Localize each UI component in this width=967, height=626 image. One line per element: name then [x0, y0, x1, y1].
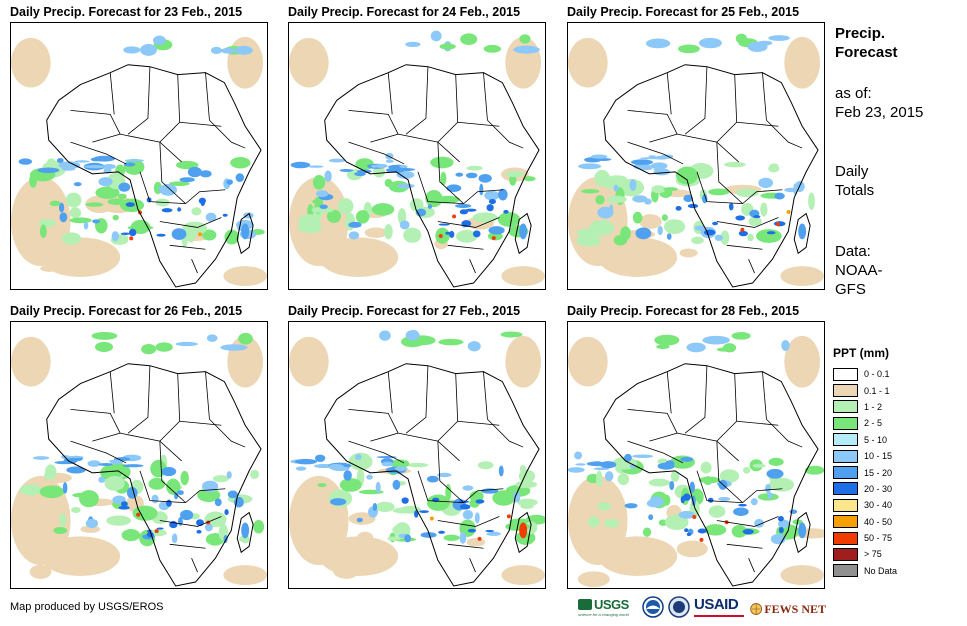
totals-line-2: Totals: [835, 182, 875, 199]
legend-swatch: [833, 400, 858, 414]
legend-label: 30 - 40: [864, 500, 893, 511]
panel-title: Daily Precip. Forecast for 23 Feb., 2015: [10, 5, 243, 19]
usgs-wave-icon: [578, 598, 592, 610]
legend-swatch: [833, 466, 858, 480]
legend-label: 0 - 0.1: [864, 369, 890, 380]
legend-item: 10 - 15: [833, 448, 963, 464]
data-line-2: NOAA-: [835, 262, 883, 279]
precip-map: [567, 22, 825, 290]
fews-text: FEWS NET: [764, 601, 826, 616]
legend-label: 1 - 2: [864, 401, 883, 412]
legend-item: 20 - 30: [833, 481, 963, 497]
asof-label: as of:: [835, 85, 872, 102]
legend-item: 2 - 5: [833, 415, 963, 431]
fews-globe-icon: [750, 603, 763, 615]
usgs-tagline: science for a changing world: [578, 612, 629, 617]
sidebar-data-source: Data: NOAA- GFS: [835, 242, 883, 299]
doi-seal-icon: [668, 596, 690, 622]
legend-swatch: [833, 531, 858, 545]
precip-map: [288, 22, 546, 290]
legend-item: 50 - 75: [833, 530, 963, 546]
legend-label: 2 - 5: [864, 418, 883, 429]
legend-label: 5 - 10: [864, 434, 888, 445]
legend-swatch: [833, 515, 858, 529]
data-line-3: GFS: [835, 281, 866, 298]
legend-swatch: [833, 482, 858, 496]
heading-line-2: Forecast: [835, 44, 898, 61]
legend-label: 0.1 - 1: [864, 385, 890, 396]
legend-item: 0 - 0.1: [833, 366, 963, 382]
data-line-1: Data:: [835, 243, 871, 260]
legend-item: 40 - 50: [833, 514, 963, 530]
legend-swatch: [833, 564, 858, 578]
precip-map: [10, 22, 268, 290]
panel-title: Daily Precip. Forecast for 28 Feb., 2015: [567, 304, 800, 318]
legend-item: 0.1 - 1: [833, 382, 963, 398]
totals-line-1: Daily: [835, 163, 869, 180]
noaa-logo-icon: [642, 596, 664, 622]
legend-title: PPT (mm): [833, 346, 890, 360]
legend-swatch: [833, 384, 858, 398]
fews-net-logo: FEWS NET: [750, 596, 826, 622]
legend-item: > 75: [833, 546, 963, 562]
asof-date: Feb 23, 2015: [835, 104, 924, 121]
heading-line-1: Precip.: [835, 25, 886, 42]
precip-map: [10, 321, 268, 589]
usaid-text: USAID: [694, 596, 739, 613]
usgs-text: USGS: [594, 596, 629, 612]
legend-swatch: [833, 498, 858, 512]
usaid-logo: USAID: [694, 596, 748, 622]
legend-label: > 75: [864, 549, 882, 560]
sidebar-asof: as of: Feb 23, 2015: [835, 84, 923, 122]
panel-title: Daily Precip. Forecast for 26 Feb., 2015: [10, 304, 243, 318]
map-credit: Map produced by USGS/EROS: [10, 601, 164, 613]
usgs-logo: USGS science for a changing world: [578, 596, 640, 622]
legend-label: 10 - 15: [864, 451, 893, 462]
sidebar-totals: Daily Totals: [835, 162, 874, 200]
legend-label: 20 - 30: [864, 483, 893, 494]
agency-logos: USGS science for a changing world USAID …: [578, 596, 828, 622]
usaid-red-bar: [694, 615, 744, 617]
legend-item: 1 - 2: [833, 399, 963, 415]
legend-item: 5 - 10: [833, 432, 963, 448]
legend-item: 15 - 20: [833, 464, 963, 480]
legend-swatch: [833, 367, 858, 381]
sidebar-heading: Precip. Forecast: [835, 24, 898, 62]
legend-label: No Data: [864, 565, 898, 576]
precip-map: [288, 321, 546, 589]
legend-item: No Data: [833, 563, 963, 579]
panel-title: Daily Precip. Forecast for 27 Feb., 2015: [288, 304, 521, 318]
legend-label: 40 - 50: [864, 516, 893, 527]
legend-label: 50 - 75: [864, 533, 893, 544]
ppt-legend: PPT (mm) 0 - 0.1 0.1 - 1 1 - 2 2 - 5 5 - 10 1…: [833, 346, 963, 579]
panel-title: Daily Precip. Forecast for 25 Feb., 2015: [567, 5, 800, 19]
legend-swatch: [833, 416, 858, 430]
legend-label: 15 - 20: [864, 467, 893, 478]
legend-item: 30 - 40: [833, 497, 963, 513]
legend-swatch: [833, 433, 858, 447]
panel-title: Daily Precip. Forecast for 24 Feb., 2015: [288, 5, 521, 19]
legend-swatch: [833, 547, 858, 561]
precip-map: [567, 321, 825, 589]
legend-swatch: [833, 449, 858, 463]
